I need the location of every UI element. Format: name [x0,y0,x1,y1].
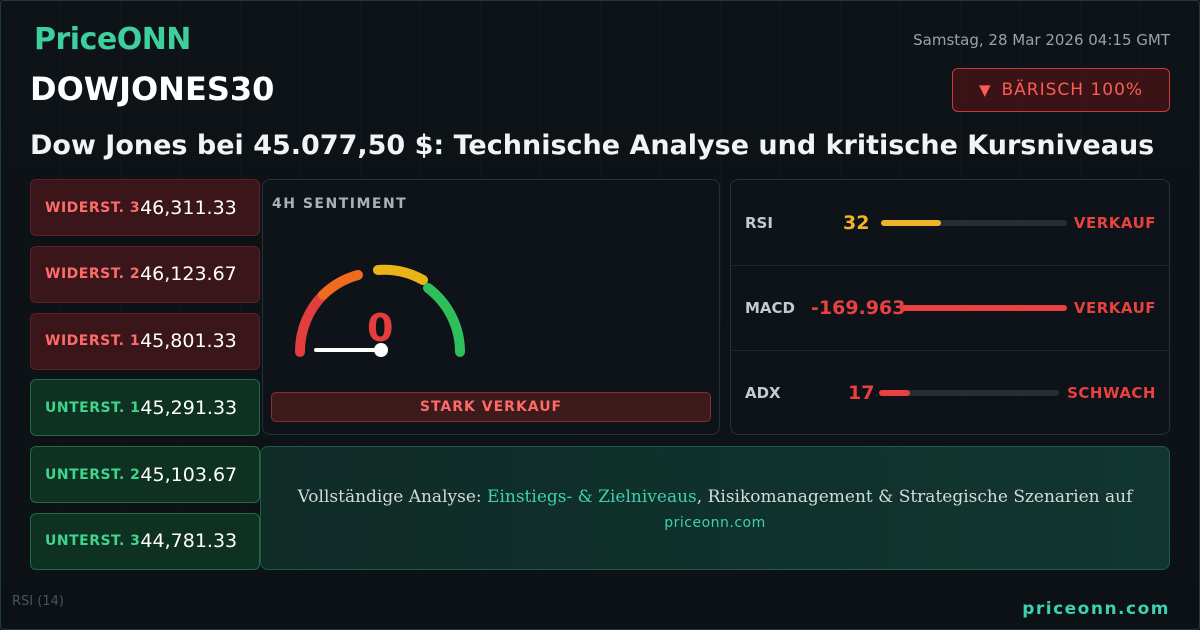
symbol-title: DOWJONES30 [30,70,275,108]
level-resistance-1: WIDERST. 1 45,801.33 [30,312,260,370]
gauge-segment-yellow [373,264,428,285]
footer-url[interactable]: priceonn.com [1022,599,1170,619]
gauge-segment-green [423,283,465,357]
level-resistance-2: WIDERST. 2 46,123.67 [30,245,260,303]
level-value: 45,103.67 [140,463,238,486]
indicator-bar-track [879,390,1059,396]
indicator-rsi: RSI 32 VERKAUF [731,180,1169,265]
badge-label: BÄRISCH 100% [1001,80,1144,100]
brand-logo: PriceONN [34,22,191,57]
indicator-bar-fill [881,219,941,226]
indicator-adx: ADX 17 SCHWACH [731,350,1169,435]
sentiment-gauge [294,264,465,357]
price-levels: WIDERST. 3 46,311.33 WIDERST. 2 46,123.6… [30,179,260,580]
bearish-badge: ▼ BÄRISCH 100% [952,68,1170,112]
indicators-panel: RSI 32 VERKAUF MACD -169.963 VERKAUF ADX… [730,179,1170,435]
sentiment-title: 4H SENTIMENT [272,196,408,212]
background-rsi-label: RSI (14) [12,594,64,609]
cta-text-after: , Risikomanagement & Strategische Szenar… [696,487,1133,507]
indicator-bar-fill [901,305,1067,311]
triangle-down-icon: ▼ [978,81,992,99]
cta-highlight-link[interactable]: Einstiegs- & Zielniveaus [487,487,697,507]
level-label: UNTERST. 2 [45,466,141,483]
indicator-signal: VERKAUF [1073,299,1156,317]
level-label: UNTERST. 3 [45,533,141,550]
level-label: WIDERST. 3 [45,199,141,216]
indicator-value: 17 [848,382,875,404]
sentiment-panel: 4H SENTIMENT 0 STARK VERKAUF [262,179,720,435]
indicator-bar-track [881,219,1067,226]
indicator-signal: SCHWACH [1067,384,1156,402]
level-support-2: UNTERST. 2 45,103.67 [30,446,260,504]
cta-text: Vollständige Analyse: Einstiegs- & Zieln… [261,487,1169,507]
level-resistance-3: WIDERST. 3 46,311.33 [30,179,260,236]
indicator-value: 32 [843,211,870,234]
indicator-bar-track [901,305,1067,311]
level-value: 46,311.33 [140,196,237,219]
level-value: 45,801.33 [140,330,237,353]
level-label: UNTERST. 1 [45,399,141,416]
indicator-macd: MACD -169.963 VERKAUF [731,265,1169,350]
timestamp: Samstag, 28 Mar 2026 04:15 GMT [913,31,1170,49]
level-value: 44,781.33 [140,530,238,553]
indicator-bar-fill [879,390,910,396]
headline: Dow Jones bei 45.077,50 $: Technische An… [30,130,1155,161]
cta-text-before: Vollständige Analyse: [297,487,488,507]
indicator-name: MACD [745,299,795,317]
level-label: WIDERST. 2 [45,266,141,283]
level-support-3: UNTERST. 3 44,781.33 [30,512,260,570]
indicator-name: ADX [745,384,781,402]
gauge-segment-orange [318,270,363,300]
indicator-signal: VERKAUF [1073,213,1156,232]
level-value: 46,123.67 [140,263,237,286]
level-support-1: UNTERST. 1 45,291.33 [30,379,260,437]
gauge-needle-hub [374,343,388,357]
level-label: WIDERST. 1 [45,333,141,350]
indicator-value: -169.963 [811,297,906,319]
sentiment-signal: STARK VERKAUF [271,392,711,422]
cta-url-link[interactable]: priceonn.com [664,515,766,531]
indicator-name: RSI [745,213,773,232]
sentiment-value: 0 [367,306,394,350]
level-value: 45,291.33 [140,396,238,419]
full-analysis-cta[interactable]: Vollständige Analyse: Einstiegs- & Zieln… [260,446,1170,570]
gauge-segment-red [294,290,328,357]
